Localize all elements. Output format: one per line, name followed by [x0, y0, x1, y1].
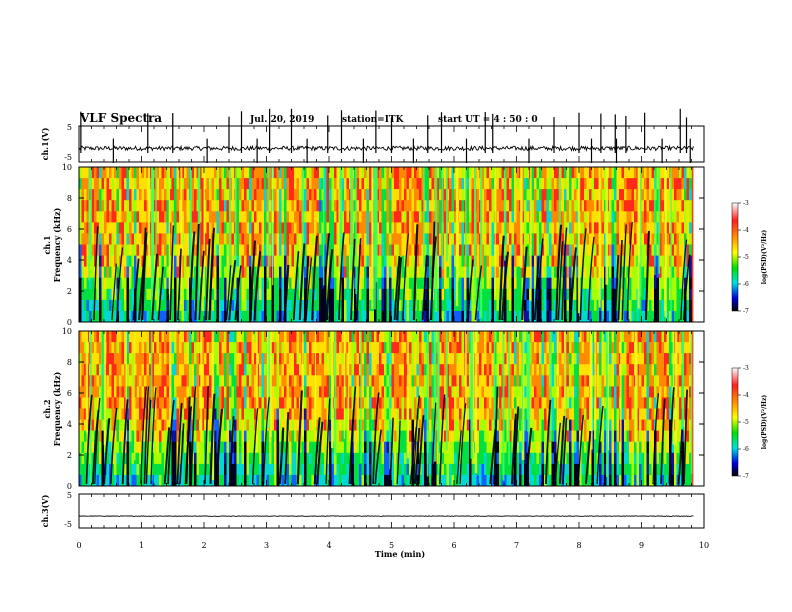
- ch2-spectrogram-ytick: 0: [67, 482, 72, 491]
- figure-title: VLF Spectra: [79, 111, 162, 125]
- x-tick-label: 8: [576, 541, 581, 550]
- ch1-colorbar: -3 -4 -5 -6 -7 log(PSD)(V²/Hz): [731, 200, 768, 315]
- ch1-waveform-trace: [78, 108, 694, 163]
- ch2-spectrogram-panel: 0 2 4 6 8 10 ch.2 Frequency (kHz) -3 -4 -5 -6 -7 …: [42, 327, 768, 491]
- ch3-waveform-ylabel: ch.3(V): [40, 494, 50, 527]
- ch1-spectrogram-ytick: 2: [67, 287, 72, 296]
- ch2-spectrogram-ytick: 6: [67, 389, 72, 398]
- x-tick-label: 1: [139, 541, 144, 550]
- x-tick-label: 4: [326, 541, 331, 550]
- ch2-spectrogram-colorbar-tick: -5: [743, 419, 749, 426]
- ch1-waveform-panel: 5 -5 ch.1(V): [40, 108, 705, 163]
- x-axis: 0 1 2 3 4 5 6 7 8 9 10: [76, 126, 709, 550]
- ch1-colorbar-label: log(PSD)(V²/Hz): [761, 230, 768, 285]
- ch1-spectrogram-ytick: 8: [67, 194, 72, 203]
- date-label: Jul. 20, 2019: [249, 115, 314, 125]
- ch2-channel-label: ch.2: [42, 399, 52, 418]
- ch3-waveform-panel: 5 -5 ch.3(V): [40, 491, 705, 529]
- ch1-spectrogram-colorbar-tick: -6: [743, 281, 749, 288]
- ch2-spectrogram-colorbar-tick: -3: [743, 365, 749, 372]
- x-tick-label: 9: [639, 541, 644, 550]
- ch1-spectrogram-colorbar-tick: -4: [743, 227, 749, 234]
- ch1-spectrogram-colorbar-tick: -5: [743, 254, 749, 261]
- ch1-waveform-ylabel: ch.1(V): [40, 127, 50, 160]
- ch1-channel-label: ch.1: [42, 235, 52, 254]
- ch1-spectrogram-image: [79, 167, 694, 323]
- ch3-ytick-top: 5: [67, 491, 72, 500]
- x-tick-label: 3: [264, 541, 269, 550]
- ch1-colorbar-gradient: [731, 202, 739, 312]
- ch1-spectrogram-ytick: 4: [67, 256, 72, 265]
- station-label: station=ITK: [342, 115, 405, 125]
- ch1-ytick-bottom: -5: [64, 153, 72, 162]
- x-axis-label: Time (min): [375, 549, 425, 559]
- ch3-waveform-line: [78, 515, 694, 517]
- ch1-spectrogram-ylabel: Frequency (kHz): [52, 207, 62, 282]
- x-tick-label: 5: [389, 541, 394, 550]
- ch2-spectrogram-ytick: 8: [67, 358, 72, 367]
- x-tick-label: 10: [699, 541, 709, 550]
- ch1-spectrogram-ytick: 10: [62, 163, 72, 172]
- ch2-spectrogram-ytick: 4: [67, 420, 72, 429]
- x-tick-label: 0: [76, 541, 81, 550]
- ch2-spectrogram-ytick: 2: [67, 451, 72, 460]
- ch2-colorbar-gradient: [731, 367, 739, 477]
- ch1-spectrogram-panel: 0 2 4 6 8 10 ch.1 Frequency (kHz) -3 -4 -5 -6 -7 …: [42, 163, 768, 327]
- ch3-ytick-bottom: -5: [64, 520, 72, 529]
- x-tick-label: 7: [514, 541, 519, 550]
- ch2-spectrogram-ytick: 10: [62, 327, 72, 336]
- ch2-spectrogram-ylabel: Frequency (kHz): [52, 371, 62, 446]
- start-time-label: start UT = 4 : 50 : 0: [438, 115, 538, 125]
- ch1-spectrogram-colorbar-tick: -7: [743, 308, 749, 315]
- ch2-colorbar: -3 -4 -5 -6 -7 log(PSD)(V²/Hz): [731, 365, 768, 480]
- ch3-waveform-trace: [78, 515, 694, 517]
- ch1-spectrogram-colorbar-tick: -3: [743, 200, 749, 207]
- ch2-spectrogram-colorbar-tick: -4: [743, 392, 749, 399]
- ch2-spectrogram-image: [79, 331, 694, 487]
- ch2-colorbar-label: log(PSD)(V²/Hz): [761, 395, 768, 450]
- x-tick-label: 2: [201, 541, 206, 550]
- x-tick-label: 6: [451, 541, 456, 550]
- ch1-ytick-top: 5: [67, 123, 72, 132]
- ch2-spectrogram-colorbar-tick: -6: [743, 446, 749, 453]
- ch1-spectrogram-ytick: 6: [67, 225, 72, 234]
- ch2-spectrogram-colorbar-tick: -7: [743, 473, 749, 480]
- ch1-spectrogram-ytick: 0: [67, 318, 72, 327]
